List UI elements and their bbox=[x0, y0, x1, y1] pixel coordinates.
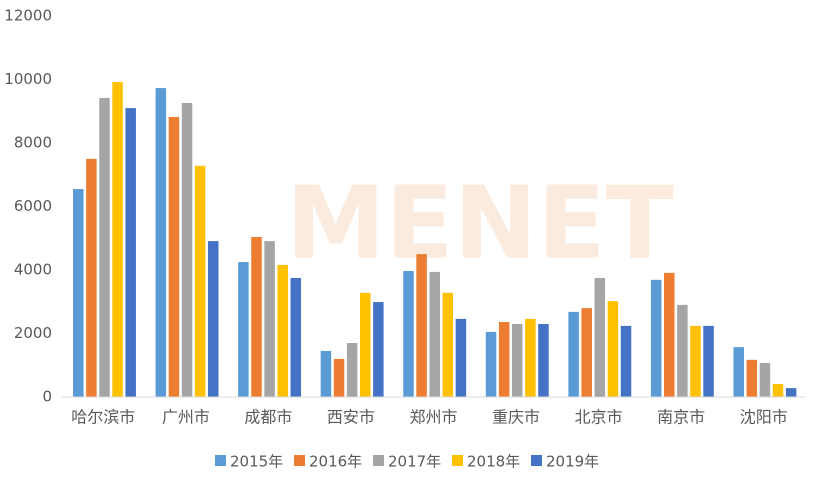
bar bbox=[746, 359, 758, 397]
x-tick-label: 成都市 bbox=[244, 408, 292, 427]
legend-swatch bbox=[294, 455, 305, 466]
x-tick-label: 哈尔滨市 bbox=[71, 408, 135, 427]
bar bbox=[733, 347, 744, 397]
bar bbox=[429, 271, 440, 397]
bar bbox=[155, 88, 167, 397]
x-tick-label: 郑州市 bbox=[409, 408, 457, 427]
bar bbox=[251, 236, 262, 397]
watermark: MENET bbox=[286, 164, 674, 281]
legend-label: 2015年 bbox=[230, 453, 283, 471]
x-tick-label: 沈阳市 bbox=[740, 408, 788, 427]
bar bbox=[99, 97, 110, 397]
bar bbox=[703, 325, 714, 397]
y-tick-label: 4000 bbox=[14, 261, 52, 279]
y-tick-label: 2000 bbox=[14, 324, 52, 342]
bar bbox=[290, 277, 302, 397]
y-tick-label: 12000 bbox=[4, 7, 52, 25]
bar bbox=[125, 108, 136, 397]
bar bbox=[581, 308, 592, 397]
bar bbox=[168, 116, 180, 397]
bar bbox=[277, 264, 288, 397]
bar bbox=[677, 304, 688, 397]
legend-label: 2017年 bbox=[388, 453, 441, 471]
bar bbox=[373, 302, 384, 397]
legend-swatch bbox=[373, 455, 384, 466]
y-tick-label: 10000 bbox=[4, 70, 52, 88]
bar bbox=[620, 325, 632, 397]
bar bbox=[498, 322, 510, 397]
y-tick-label: 8000 bbox=[14, 134, 52, 152]
legend-label: 2019年 bbox=[546, 453, 599, 471]
bar bbox=[650, 279, 662, 397]
legend-swatch bbox=[531, 455, 542, 466]
bar bbox=[485, 331, 497, 397]
bar bbox=[86, 158, 97, 397]
bar bbox=[333, 358, 345, 397]
bar bbox=[455, 318, 467, 397]
bar bbox=[359, 292, 371, 397]
bar bbox=[181, 102, 193, 398]
bar bbox=[346, 343, 358, 397]
bar bbox=[194, 165, 206, 397]
bar bbox=[538, 323, 549, 397]
bar bbox=[759, 363, 771, 397]
bar bbox=[525, 318, 536, 397]
bar bbox=[442, 292, 454, 397]
legend-swatch bbox=[452, 455, 463, 466]
bar bbox=[512, 323, 523, 397]
legend-label: 2018年 bbox=[467, 453, 520, 471]
x-tick-label: 南京市 bbox=[657, 408, 705, 427]
bar bbox=[568, 311, 579, 397]
bar bbox=[416, 254, 427, 397]
bar bbox=[73, 189, 84, 397]
x-tick-label: 西安市 bbox=[327, 408, 375, 427]
y-tick-label: 6000 bbox=[14, 197, 52, 215]
bar bbox=[207, 241, 219, 397]
x-tick-label: 北京市 bbox=[575, 408, 623, 427]
legend-label: 2016年 bbox=[309, 453, 362, 471]
bar bbox=[772, 383, 784, 397]
bar bbox=[320, 350, 332, 397]
bar bbox=[238, 262, 249, 397]
bar bbox=[785, 388, 797, 397]
bar bbox=[664, 272, 675, 397]
bar bbox=[403, 270, 414, 397]
bar bbox=[690, 325, 701, 397]
bar bbox=[112, 82, 123, 397]
bar bbox=[264, 241, 275, 397]
bar bbox=[594, 277, 606, 397]
x-tick-label: 广州市 bbox=[162, 408, 210, 427]
y-tick-label: 0 bbox=[42, 388, 52, 406]
bar bbox=[607, 301, 619, 397]
x-tick-label: 重庆市 bbox=[492, 408, 540, 427]
legend-swatch bbox=[215, 455, 226, 466]
